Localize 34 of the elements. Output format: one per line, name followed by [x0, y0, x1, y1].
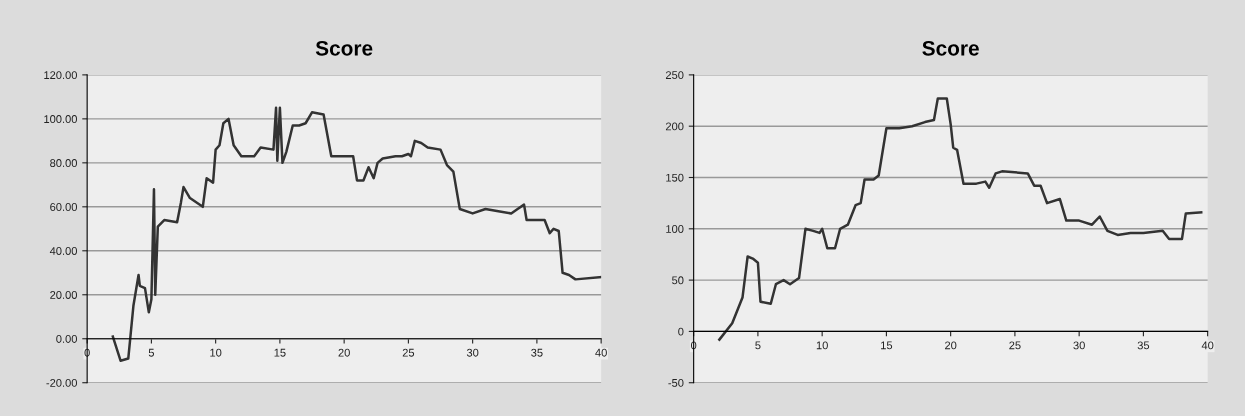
chart-title: Score — [922, 40, 979, 56]
x-tick-label: 5 — [148, 348, 155, 357]
x-tick-label: 25 — [402, 348, 415, 357]
x-tick-label: 40 — [595, 348, 607, 357]
y-tick-label: 80.00 — [50, 159, 77, 167]
x-tick-label: 30 — [1073, 341, 1085, 350]
y-tick-label: 120.00 — [44, 71, 77, 80]
x-tick-label: 30 — [466, 348, 479, 357]
y-tick-label: 50 — [672, 276, 684, 285]
x-tick-label: 5 — [755, 341, 761, 350]
x-tick-label: 20 — [945, 341, 957, 350]
x-tick-label: 35 — [1137, 341, 1150, 350]
line-series — [718, 97, 1203, 341]
chart-title: Score — [315, 40, 373, 56]
y-tick-label: -20.00 — [46, 378, 77, 387]
x-tick-label: 20 — [338, 348, 350, 357]
x-tick-label: 25 — [1009, 341, 1021, 350]
y-tick-label: 150 — [666, 173, 684, 182]
y-tick-label: 0.00 — [56, 335, 77, 343]
x-tick-label: 15 — [881, 341, 893, 350]
y-tick-label: 200 — [665, 122, 684, 131]
y-tick-label: 0 — [678, 327, 684, 336]
y-tick-label: 250 — [665, 71, 684, 80]
y-tick-label: 100 — [666, 225, 684, 233]
y-tick-label: 40.00 — [49, 247, 77, 255]
y-tick-label: -50 — [668, 378, 684, 387]
x-tick-label: 35 — [531, 348, 543, 357]
x-tick-label: 40 — [1201, 341, 1214, 350]
y-tick-label: 20.00 — [50, 291, 77, 299]
x-tick-label: 10 — [816, 341, 828, 350]
y-tick-label: 100.00 — [44, 115, 77, 123]
x-tick-label: 15 — [274, 348, 286, 357]
y-tick-label: 60.00 — [50, 203, 77, 211]
x-tick-label: 10 — [210, 348, 222, 357]
